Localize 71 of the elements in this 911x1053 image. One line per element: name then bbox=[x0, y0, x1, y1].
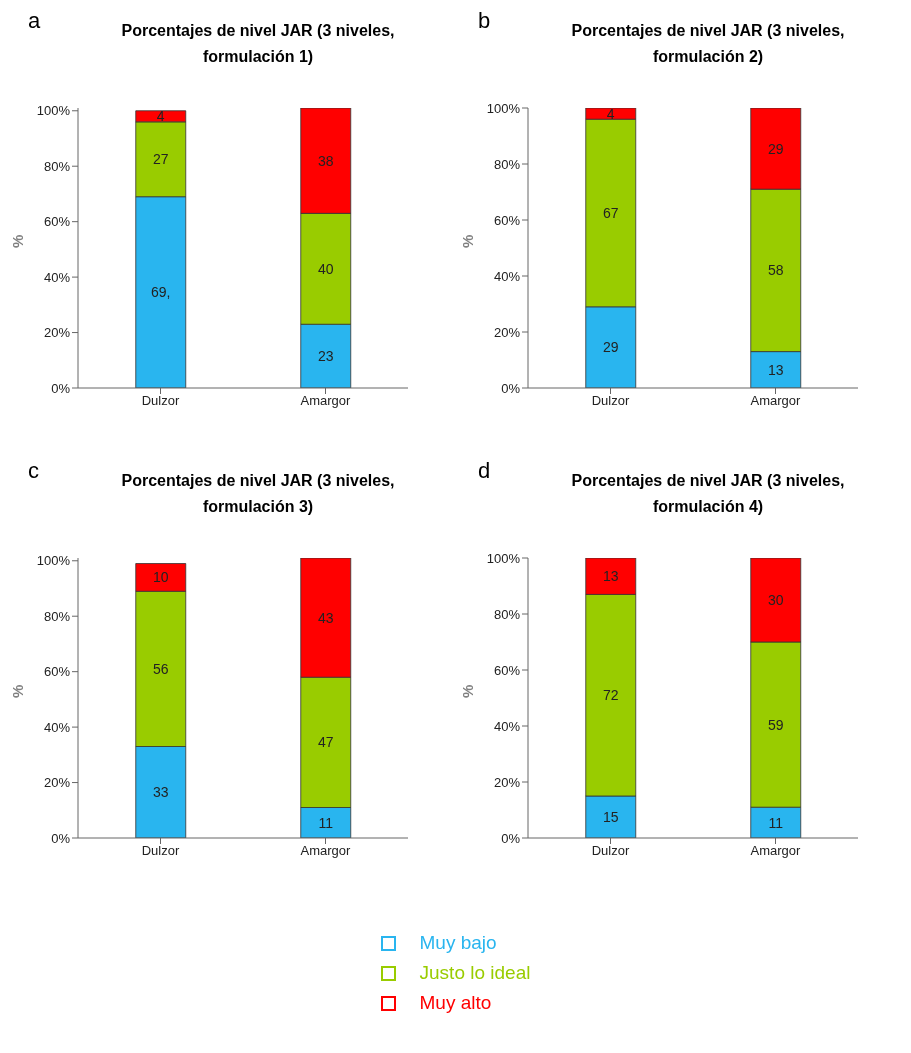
legend-label: Justo lo ideal bbox=[419, 961, 531, 985]
y-tick-label: 20% bbox=[43, 325, 71, 341]
legend-label: Muy bajo bbox=[419, 931, 497, 955]
chart-title: Porcentajes de nivel JAR (3 niveles, formulación 2) bbox=[570, 21, 846, 67]
data-label: 10 bbox=[152, 569, 169, 586]
y-tick-label: 20% bbox=[493, 324, 521, 340]
data-label: 4 bbox=[156, 108, 165, 125]
data-label: 11 bbox=[318, 814, 334, 831]
data-label: 29 bbox=[767, 140, 784, 157]
y-tick-label: 40% bbox=[493, 718, 521, 734]
x-tick-label: Dulzor bbox=[591, 843, 630, 859]
y-tick-label: 60% bbox=[493, 662, 521, 678]
data-label: 58 bbox=[767, 262, 784, 279]
y-tick-label: 60% bbox=[43, 214, 71, 230]
x-tick-label: Amargor bbox=[750, 843, 802, 859]
y-tick-label: 80% bbox=[43, 158, 71, 174]
data-label: 33 bbox=[152, 784, 169, 801]
y-tick-label: 100% bbox=[36, 553, 71, 569]
data-label: 40 bbox=[317, 260, 334, 277]
x-tick-label: Amargor bbox=[300, 843, 352, 859]
chart-title: Porcentajes de nivel JAR (3 niveles, formulación 4) bbox=[570, 471, 846, 517]
y-tick-label: 40% bbox=[43, 269, 71, 285]
y-tick-label: 60% bbox=[43, 664, 71, 680]
x-tick-label: Dulzor bbox=[141, 393, 180, 409]
data-label: 47 bbox=[317, 734, 334, 751]
y-tick-label: 80% bbox=[493, 156, 521, 172]
text: a bbox=[28, 8, 41, 34]
x-tick-label: Dulzor bbox=[591, 393, 630, 409]
data-label: 23 bbox=[317, 348, 334, 365]
data-label: 56 bbox=[152, 660, 169, 677]
y-tick-label: 0% bbox=[51, 380, 71, 396]
text: c bbox=[28, 458, 39, 484]
text: b bbox=[478, 8, 491, 34]
legend-label: Muy alto bbox=[419, 991, 492, 1015]
data-label: 29 bbox=[602, 339, 619, 356]
data-label: 11 bbox=[768, 814, 784, 831]
x-tick-label: Dulzor bbox=[141, 843, 180, 859]
data-label: 15 bbox=[602, 808, 619, 825]
y-tick-label: 20% bbox=[43, 775, 71, 791]
y-tick-label: 20% bbox=[493, 774, 521, 790]
data-label: 13 bbox=[767, 361, 784, 378]
data-label: 67 bbox=[602, 204, 619, 221]
data-label: 38 bbox=[317, 152, 334, 169]
y-tick-label: 100% bbox=[486, 100, 521, 116]
x-tick-label: Amargor bbox=[750, 393, 802, 409]
data-label: 72 bbox=[602, 687, 619, 704]
y-tick-label: 40% bbox=[493, 268, 521, 284]
x-tick-label: Amargor bbox=[300, 393, 352, 409]
y-tick-label: 80% bbox=[493, 606, 521, 622]
y-tick-label: 100% bbox=[36, 103, 71, 119]
data-label: 69, bbox=[151, 284, 171, 301]
y-tick-label: 40% bbox=[43, 719, 71, 735]
chart-title: Porcentajes de nivel JAR (3 niveles, formulación 3) bbox=[120, 471, 396, 517]
y-axis-title: % bbox=[9, 684, 27, 698]
y-axis-title: % bbox=[459, 684, 477, 698]
text: d bbox=[478, 458, 491, 484]
data-label: 43 bbox=[317, 609, 334, 626]
y-tick-label: 0% bbox=[501, 380, 521, 396]
data-label: 4 bbox=[606, 105, 615, 122]
chart-title: Porcentajes de nivel JAR (3 niveles, formulación 1) bbox=[120, 21, 396, 67]
y-tick-label: 0% bbox=[51, 830, 71, 846]
y-tick-label: 100% bbox=[486, 550, 521, 566]
y-tick-label: 80% bbox=[43, 608, 71, 624]
data-label: 30 bbox=[767, 591, 784, 608]
y-axis-title: % bbox=[459, 234, 477, 248]
y-tick-label: 60% bbox=[493, 212, 521, 228]
data-label: 59 bbox=[767, 716, 784, 733]
data-label: 13 bbox=[602, 568, 619, 585]
y-tick-label: 0% bbox=[501, 830, 521, 846]
y-axis-title: % bbox=[9, 234, 27, 248]
data-label: 27 bbox=[152, 151, 169, 168]
